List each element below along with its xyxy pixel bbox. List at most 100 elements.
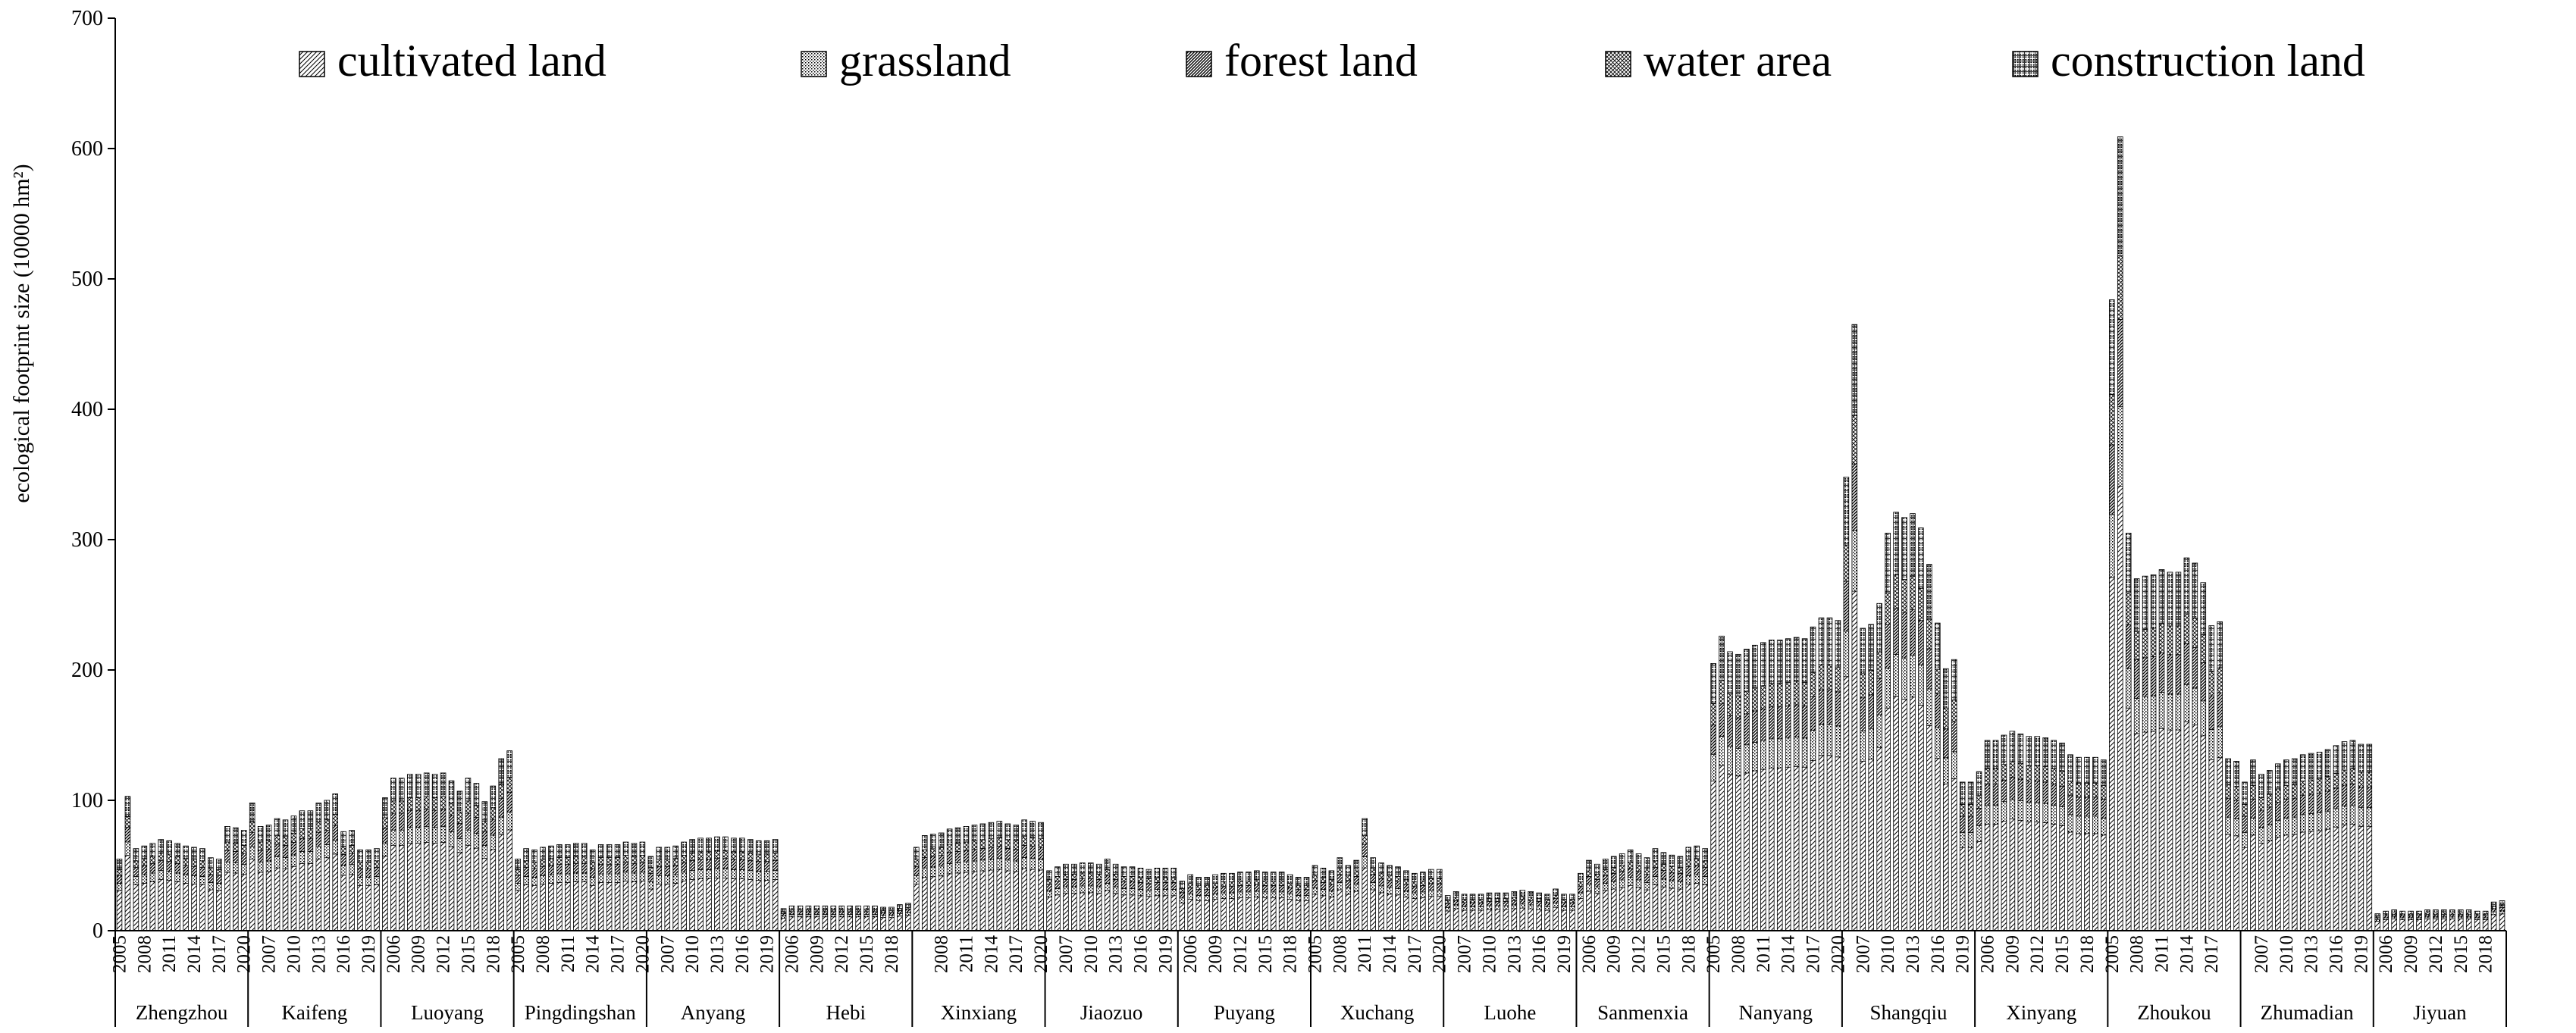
- bar-segment: [1362, 867, 1368, 931]
- bar-segment: [1055, 881, 1061, 889]
- bar-segment: [954, 872, 961, 931]
- bar-segment: [1295, 884, 1302, 891]
- bar-segment: [1353, 870, 1360, 877]
- bar-segment: [2158, 728, 2165, 931]
- bar-segment: [1685, 859, 1692, 867]
- bar-segment: [1461, 899, 1468, 903]
- bar: [1918, 527, 1924, 931]
- bar-segment: [1412, 892, 1418, 900]
- bar-segment: [233, 850, 239, 863]
- bar-segment: [556, 864, 563, 875]
- bar-segment: [622, 872, 629, 881]
- bar-segment: [1221, 898, 1227, 931]
- bar-segment: [1029, 869, 1036, 931]
- bar-segment: [440, 809, 447, 828]
- bar-segment: [1503, 892, 1509, 900]
- bar-segment: [1080, 878, 1086, 887]
- bar-segment: [1569, 902, 1575, 907]
- bar-segment: [2026, 736, 2032, 766]
- bar-segment: [1378, 885, 1384, 894]
- bar: [1080, 862, 1086, 931]
- bar: [415, 774, 421, 931]
- bar-segment: [1104, 859, 1111, 870]
- bar-segment: [1436, 883, 1443, 891]
- bar-segment: [2283, 799, 2289, 819]
- bar-segment: [606, 864, 613, 875]
- bar-segment: [1286, 874, 1293, 884]
- bar-segment: [531, 849, 537, 862]
- bar-segment: [2034, 765, 2041, 782]
- bar: [747, 839, 754, 931]
- bar-segment: [838, 916, 845, 931]
- bar-segment: [788, 916, 795, 931]
- bar: [1436, 869, 1443, 931]
- bar-segment: [382, 842, 388, 857]
- bar-segment: [406, 809, 413, 828]
- bar-segment: [888, 906, 895, 912]
- bar-segment: [996, 858, 1003, 870]
- bar-segment: [1179, 902, 1186, 931]
- bar-segment: [996, 846, 1003, 859]
- bar: [1055, 866, 1061, 931]
- bar-segment: [2051, 784, 2057, 806]
- bar-segment: [324, 830, 331, 845]
- bar-segment: [780, 908, 787, 912]
- bar-segment: [1992, 740, 1999, 769]
- x-year-label: 2018: [1280, 935, 1301, 973]
- bar-segment: [1893, 696, 1899, 931]
- bar-segment: [1080, 872, 1086, 879]
- bar: [1378, 862, 1384, 931]
- bar-segment: [2225, 834, 2231, 931]
- bar-segment: [739, 878, 745, 931]
- bar: [2349, 740, 2356, 931]
- bar: [2067, 754, 2073, 931]
- bar-segment: [490, 807, 497, 820]
- bar-segment: [2416, 915, 2422, 919]
- bar-segment: [1752, 644, 1758, 689]
- bar-segment: [515, 875, 521, 884]
- bar-segment: [1536, 905, 1542, 910]
- bar-segment: [805, 914, 812, 918]
- bar-segment: [838, 911, 845, 915]
- bar-segment: [282, 857, 289, 869]
- bar-segment: [166, 871, 172, 881]
- bar-segment: [689, 859, 695, 871]
- bar-segment: [473, 833, 480, 849]
- bar-segment: [2258, 809, 2264, 828]
- x-year-label: 2015: [857, 935, 877, 973]
- bar-segment: [681, 881, 687, 931]
- bar-segment: [1801, 682, 1808, 706]
- bar-segment: [589, 868, 596, 878]
- bar-segment: [1095, 874, 1102, 880]
- bar-segment: [1154, 882, 1161, 890]
- bar-segment: [473, 847, 480, 931]
- bar-segment: [897, 910, 903, 914]
- bar-segment: [1685, 875, 1692, 884]
- bar: [772, 839, 779, 931]
- bar-segment: [349, 830, 355, 846]
- bar-segment: [257, 872, 264, 931]
- legend-swatch: [299, 51, 325, 77]
- bar: [2308, 753, 2314, 931]
- bar-segment: [1735, 747, 1741, 777]
- bar-segment: [1303, 900, 1310, 931]
- bar-segment: [1453, 891, 1459, 898]
- bar-segment: [2490, 908, 2497, 912]
- bar-segment: [1196, 889, 1202, 896]
- bar-segment: [556, 873, 563, 883]
- bar-segment: [2441, 916, 2447, 919]
- bar-segment: [1967, 832, 1974, 848]
- bar: [1694, 845, 1700, 931]
- bar-segment: [1237, 897, 1243, 931]
- bar-segment: [822, 905, 829, 910]
- bar-segment: [2275, 802, 2281, 822]
- bar-segment: [199, 867, 205, 877]
- bar-segment: [714, 878, 720, 931]
- bar-segment: [1951, 722, 1957, 753]
- bar-segment: [872, 916, 878, 931]
- bar: [282, 819, 289, 931]
- bar-segment: [797, 905, 804, 910]
- bar: [780, 908, 787, 931]
- bar-segment: [573, 843, 579, 857]
- bar-segment: [863, 911, 870, 915]
